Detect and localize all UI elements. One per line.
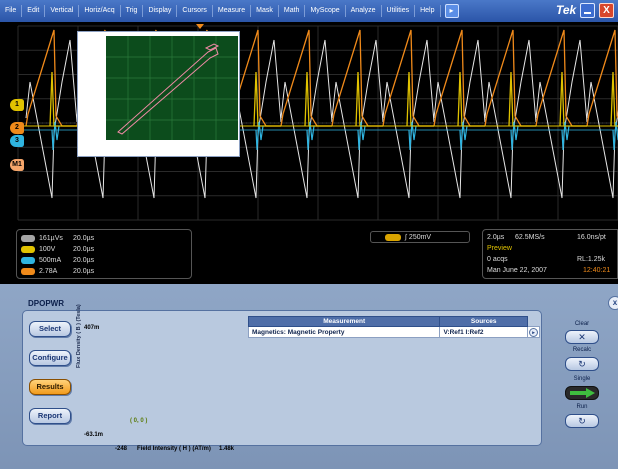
help-icon[interactable]: ▸	[444, 4, 459, 18]
run-label: Run	[576, 404, 588, 410]
record-length: RL:1.25k	[577, 256, 606, 263]
dpopwr-panel-area: DPOPWR x	[0, 284, 618, 469]
acq-count: 0 acqs	[487, 256, 508, 263]
channel-scale: 100V	[39, 245, 56, 253]
scroll-right-icon[interactable]: ▸	[529, 327, 538, 337]
plot-y-label: Flux Density ( B ) (Tesla)	[76, 304, 82, 368]
clear-label: Clear	[574, 321, 590, 327]
channel-scale: 161µVs	[39, 234, 63, 242]
report-button[interactable]: Report	[29, 408, 71, 424]
channel-readout-box[interactable]: 161µVs 20.0µs 100V 20.0µs 500mA 20.0µs 2…	[16, 229, 192, 279]
select-button[interactable]: Select	[29, 321, 71, 337]
plot-y-max: 407m	[84, 325, 100, 331]
resolution: 16.0ns/pt	[577, 234, 606, 241]
table-header-spacer	[527, 316, 540, 327]
trigger-channel-pill	[385, 233, 401, 241]
channel-marker-c3[interactable]: 3	[10, 135, 24, 147]
bh-loop-tip	[204, 43, 220, 51]
sources-cell[interactable]: V:Ref1 I:Ref2	[439, 326, 528, 338]
results-button[interactable]: Results	[29, 379, 71, 395]
menu-edit[interactable]: Edit	[22, 5, 46, 17]
sources-header: Sources	[439, 316, 528, 327]
channel-row-r1[interactable]: 100V 20.0µs	[21, 244, 94, 254]
menu-horiz-acq[interactable]: Horiz/Acq	[79, 5, 121, 17]
plot-x-label: Field Intensity ( H ) (AT/m)	[137, 446, 211, 452]
clear-button[interactable]: ✕	[565, 330, 599, 344]
close-button[interactable]: X	[599, 3, 614, 18]
channel-pill	[21, 267, 35, 275]
trigger-position-marker	[196, 24, 204, 29]
loop-icon: ↻	[578, 416, 586, 426]
scroll-cell: ▸	[527, 326, 540, 338]
configure-button[interactable]: Configure	[29, 350, 71, 366]
run-button[interactable]: ↻	[565, 414, 599, 428]
single-arrow-icon	[570, 388, 595, 398]
acq-date: Man June 22, 2007	[487, 267, 547, 274]
menu-vertical[interactable]: Vertical	[45, 5, 80, 17]
plot-x-max: 1.48k	[219, 446, 235, 452]
panel-close-icon[interactable]: x	[608, 296, 618, 310]
recalc-button[interactable]: ↻	[565, 357, 599, 371]
table-header-row: Measurement Sources	[247, 316, 540, 327]
channel-marker-m1[interactable]: M1	[10, 159, 24, 171]
table-row[interactable]: Magnetics: Magnetic Property V:Ref1 I:Re…	[247, 326, 540, 338]
bh-plot-canvas	[106, 36, 238, 140]
channel-scale: 2.78A	[39, 267, 58, 275]
menu-cursors[interactable]: Cursors	[177, 5, 213, 17]
menu-file[interactable]: File	[0, 5, 23, 17]
channel-marker-c2[interactable]: 2	[10, 122, 24, 134]
readout-strip: 161µVs 20.0µs 100V 20.0µs 500mA 20.0µs 2…	[0, 224, 618, 284]
horizontal-scale: 2.0µs	[487, 234, 505, 241]
acquisition-readout[interactable]: 2.0µs 62.5MS/s 16.0ns/pt Preview 0 acqs …	[482, 229, 618, 279]
measurement-table: Measurement Sources Magnetics: Magnetic …	[247, 316, 540, 338]
menu-myscope[interactable]: MyScope	[305, 5, 346, 17]
acq-time: 12:40:21	[583, 267, 611, 274]
measurement-header: Measurement	[247, 316, 441, 327]
channel-time: 20.0µs	[73, 245, 95, 253]
clear-x-icon: ✕	[578, 332, 586, 342]
channel-marker-c1[interactable]: 1	[10, 99, 24, 111]
recalc-label: Recalc	[572, 347, 592, 353]
trigger-edge-icon: ∫	[405, 233, 407, 241]
plot-y-min: -63.1m	[84, 432, 104, 438]
refresh-icon: ↻	[578, 359, 586, 369]
measurement-cell[interactable]: Magnetics: Magnetic Property	[247, 326, 441, 338]
single-label: Single	[573, 376, 591, 382]
channel-scale: 500mA	[39, 256, 62, 264]
channel-pill	[21, 256, 35, 264]
menu-math[interactable]: Math	[279, 5, 306, 17]
channel-row-r2[interactable]: 500mA 20.0µs	[21, 255, 94, 265]
menu-display[interactable]: Display	[143, 5, 178, 17]
minimize-button[interactable]	[580, 3, 595, 18]
channel-row-r3[interactable]: 2.78A 20.0µs	[21, 266, 94, 276]
menu-bar: File Edit Vertical Horiz/Acq Trig Displa…	[0, 0, 618, 22]
channel-time: 20.0µs	[73, 267, 95, 275]
bh-plot[interactable]	[77, 31, 240, 157]
menu-trig[interactable]: Trig	[121, 5, 144, 17]
panel-title: DPOPWR	[28, 299, 64, 308]
menu-utilities[interactable]: Utilities	[382, 5, 416, 17]
trigger-readout[interactable]: ∫ 250mV	[370, 231, 470, 243]
plot-origin-label: ( 0, 0 )	[130, 418, 148, 424]
plot-x-min: -248	[115, 446, 128, 452]
channel-pill	[21, 245, 35, 253]
channel-time: 20.0µs	[73, 234, 95, 242]
menu-mask[interactable]: Mask	[251, 5, 279, 17]
channel-pill	[21, 234, 35, 242]
sample-rate: 62.5MS/s	[515, 234, 545, 241]
bh-loop	[117, 47, 219, 135]
acq-mode: Preview	[487, 245, 512, 252]
menu-analyze[interactable]: Analyze	[346, 5, 382, 17]
menu-measure[interactable]: Measure	[213, 5, 252, 17]
channel-time: 20.0µs	[73, 256, 95, 264]
channel-row-m1[interactable]: 161µVs 20.0µs	[21, 233, 94, 243]
trigger-level: 250mV	[408, 233, 432, 241]
single-button[interactable]	[565, 386, 599, 400]
menu-help[interactable]: Help	[415, 5, 441, 17]
tek-logo: Tek	[556, 3, 577, 17]
